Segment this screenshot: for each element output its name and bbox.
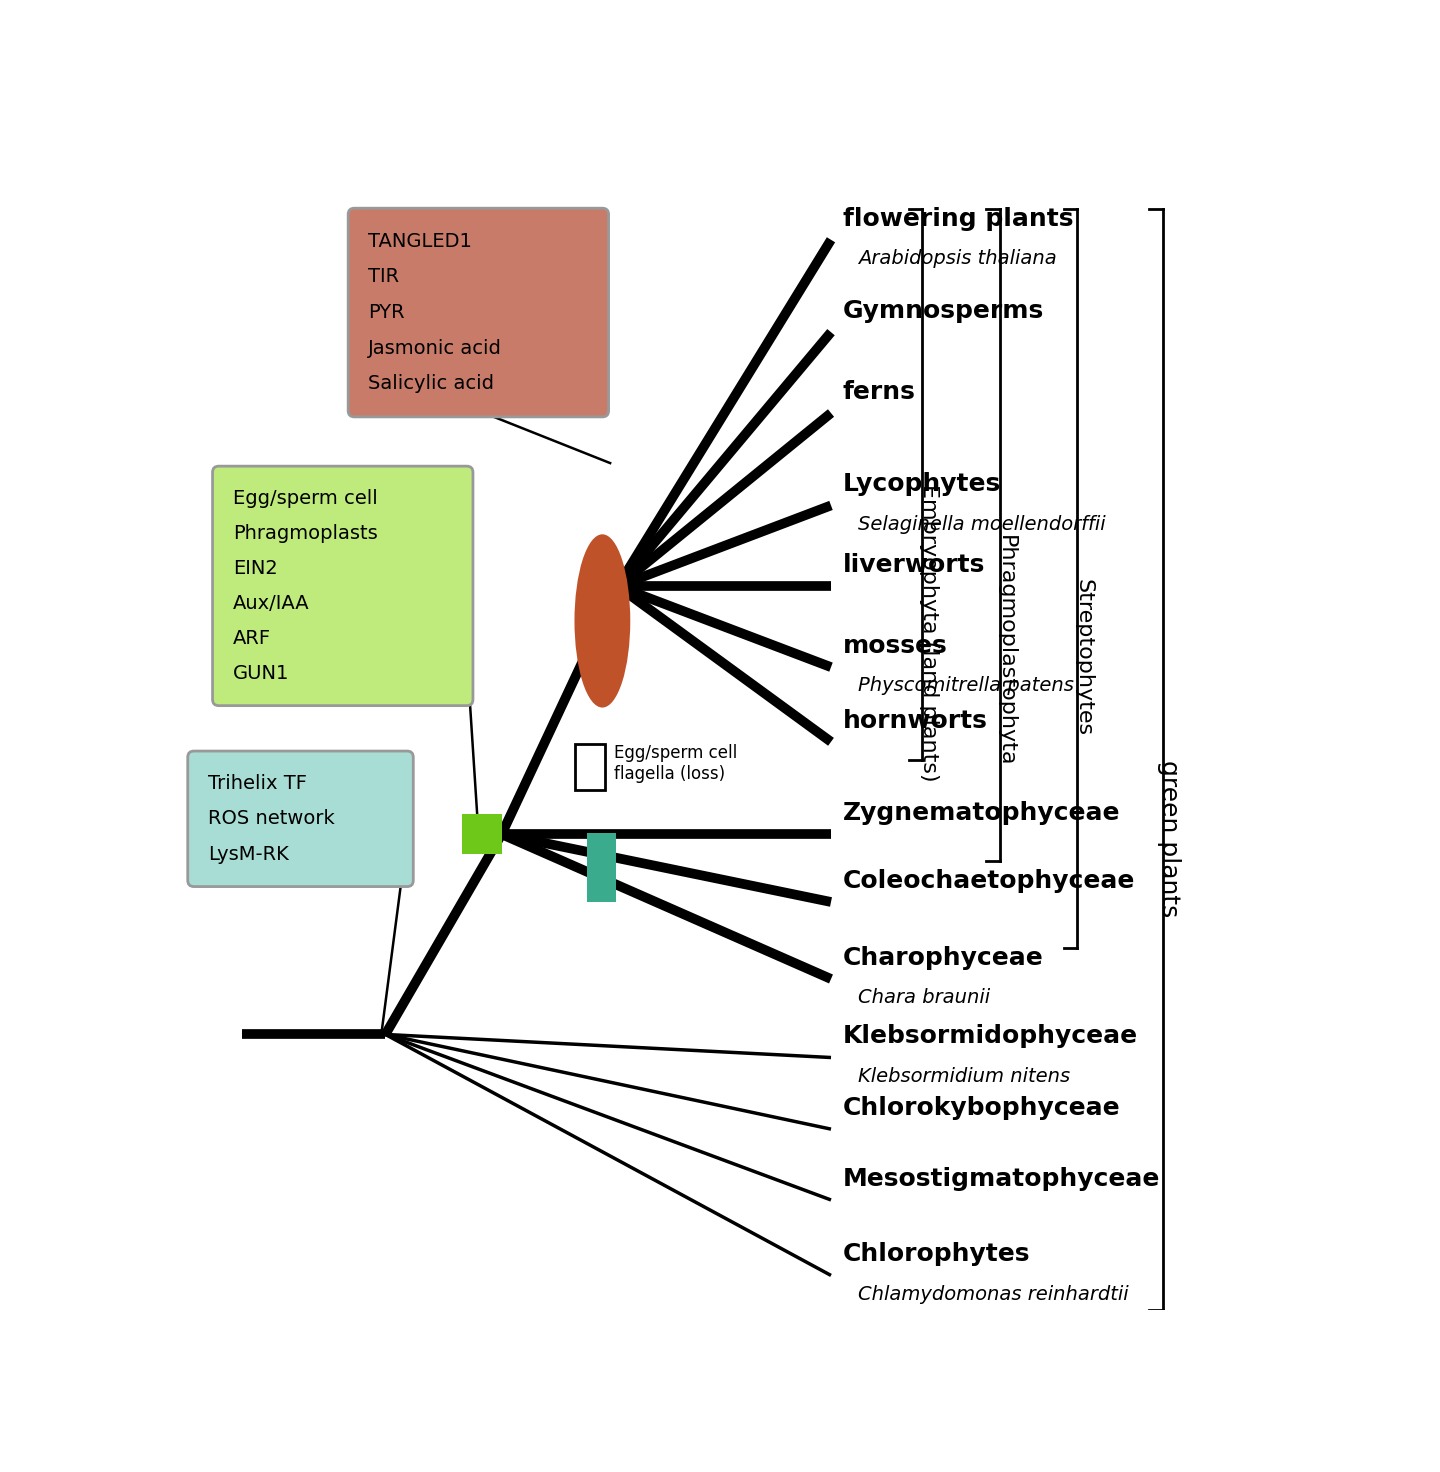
Text: Charophyceae: Charophyceae <box>842 945 1044 970</box>
Text: ROS network: ROS network <box>207 810 334 829</box>
FancyBboxPatch shape <box>187 751 413 886</box>
Text: Trihelix TF: Trihelix TF <box>207 774 307 793</box>
Text: ferns: ferns <box>842 380 916 403</box>
Text: Phragmoplastophyta: Phragmoplastophyta <box>996 536 1017 767</box>
Text: TANGLED1: TANGLED1 <box>369 231 472 250</box>
Bar <box>462 814 503 854</box>
Text: Streptophytes: Streptophytes <box>1074 578 1093 736</box>
Text: Lycophytes: Lycophytes <box>842 473 1001 496</box>
Text: LysM-RK: LysM-RK <box>207 845 288 864</box>
Text: Chara braunii: Chara braunii <box>858 988 991 1007</box>
Text: Phragmoplasts: Phragmoplasts <box>233 524 377 543</box>
Text: Salicylic acid: Salicylic acid <box>369 374 494 393</box>
Text: Mesostigmatophyceae: Mesostigmatophyceae <box>842 1167 1161 1191</box>
Text: PYR: PYR <box>369 303 405 322</box>
Text: mosses: mosses <box>842 634 948 658</box>
Text: Selaginella moellendorffii: Selaginella moellendorffii <box>858 515 1106 534</box>
Text: Arabidopsis thaliana: Arabidopsis thaliana <box>858 249 1057 268</box>
Text: Egg/sperm cell: Egg/sperm cell <box>233 489 377 508</box>
FancyBboxPatch shape <box>348 208 609 417</box>
FancyBboxPatch shape <box>213 467 472 705</box>
Text: Jasmonic acid: Jasmonic acid <box>369 339 503 358</box>
Bar <box>588 833 616 902</box>
Text: liverworts: liverworts <box>842 553 985 577</box>
Text: Embryophyta (land plants): Embryophyta (land plants) <box>919 484 939 782</box>
Text: EIN2: EIN2 <box>233 559 278 578</box>
Text: Coleochaetophyceae: Coleochaetophyceae <box>842 868 1135 892</box>
Text: Aux/IAA: Aux/IAA <box>233 593 310 612</box>
Ellipse shape <box>575 534 631 708</box>
Text: GUN1: GUN1 <box>233 664 289 683</box>
Text: ARF: ARF <box>233 629 271 648</box>
Text: Chlorokybophyceae: Chlorokybophyceae <box>842 1095 1120 1120</box>
Text: Zygnematophyceae: Zygnematophyceae <box>842 801 1120 824</box>
Text: flowering plants: flowering plants <box>842 206 1073 231</box>
Text: TIR: TIR <box>369 268 399 287</box>
Text: Klebsormidophyceae: Klebsormidophyceae <box>842 1025 1138 1048</box>
Text: hornworts: hornworts <box>842 708 988 733</box>
Bar <box>575 745 605 790</box>
Text: Gymnosperms: Gymnosperms <box>842 299 1044 322</box>
Text: Egg/sperm cell
flagella (loss): Egg/sperm cell flagella (loss) <box>613 743 737 783</box>
Text: Chlorophytes: Chlorophytes <box>842 1242 1030 1266</box>
Text: green plants: green plants <box>1156 760 1181 917</box>
Text: Chlamydomonas reinhardtii: Chlamydomonas reinhardtii <box>858 1285 1129 1304</box>
Text: Klebsormidium nitens: Klebsormidium nitens <box>858 1067 1070 1086</box>
Text: Physcomitrella patens: Physcomitrella patens <box>858 676 1074 695</box>
